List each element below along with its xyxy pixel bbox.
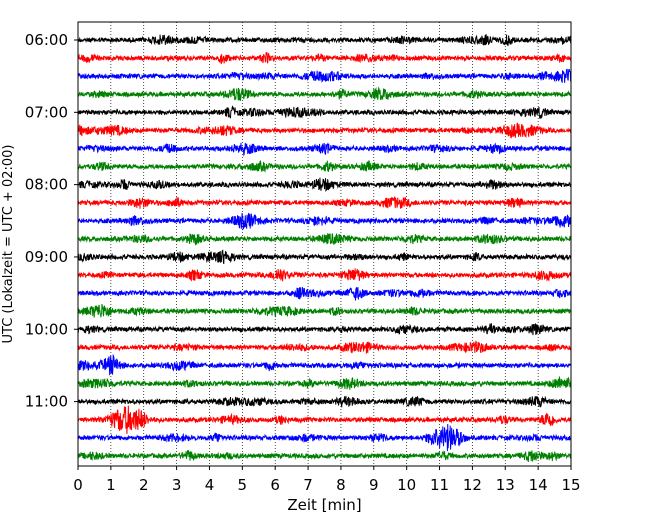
seismic-trace: [77, 287, 572, 301]
seismic-trace: [77, 52, 572, 65]
seismic-trace: [77, 34, 572, 47]
y-axis-label: UTC (Lokalzeit = UTC + 02:00): [1, 145, 16, 344]
seismic-trace: [77, 122, 572, 139]
y-tick-label: 10:00: [25, 320, 68, 338]
seismic-trace: [77, 340, 572, 355]
x-tick-label: 13: [496, 476, 515, 494]
x-tick-label: 14: [529, 476, 548, 494]
seismic-trace: [77, 395, 572, 409]
seismic-trace: [77, 249, 572, 264]
seismic-trace: [77, 105, 572, 120]
seismic-trace: [77, 212, 572, 231]
seismic-trace: [77, 323, 572, 336]
seismic-trace: [77, 268, 572, 282]
x-tick-label: 15: [561, 476, 580, 494]
x-tick-label: 2: [139, 476, 149, 494]
plot-frame: [77, 21, 572, 467]
seismic-trace: [77, 68, 572, 84]
x-tick-label: 1: [106, 476, 116, 494]
x-tick-label: 3: [172, 476, 182, 494]
x-axis: 0 1 2 3 4 5 6 7 8 9 10 11 12 13 14 15: [73, 466, 581, 494]
seismic-trace: [77, 303, 572, 318]
seismic-trace: [77, 405, 572, 435]
grid-lines: [110, 22, 539, 466]
x-tick-label: 8: [336, 476, 346, 494]
y-tick-label: 08:00: [25, 176, 68, 194]
x-tick-label: 9: [369, 476, 379, 494]
seismic-trace: [77, 353, 572, 376]
x-tick-label: 5: [238, 476, 248, 494]
x-tick-label: 6: [270, 476, 280, 494]
seismic-trace: [77, 233, 572, 246]
y-tick-label: 09:00: [25, 248, 68, 266]
seismic-trace: [77, 86, 572, 101]
seismic-trace: [77, 375, 572, 390]
y-tick-label: 11:00: [25, 393, 68, 411]
seismic-trace: [77, 450, 572, 463]
x-axis-label: Zeit [min]: [287, 496, 361, 514]
x-tick-label: 0: [73, 476, 83, 494]
y-tick-label: 06:00: [25, 31, 68, 49]
seismic-trace: [77, 196, 572, 209]
y-tick-label: 07:00: [25, 103, 68, 121]
seismic-trace: [77, 160, 572, 173]
x-tick-label: 11: [430, 476, 449, 494]
x-tick-label: 7: [303, 476, 313, 494]
seismic-trace: [77, 424, 572, 452]
trace-group: [77, 34, 572, 463]
x-tick-label: 4: [205, 476, 215, 494]
seismic-trace: [77, 142, 572, 157]
x-tick-label: 12: [463, 476, 482, 494]
y-axis: 06:00 07:00 08:00 09:00 10:00 11:00: [25, 31, 78, 411]
seismic-trace: [77, 177, 572, 192]
x-tick-label: 10: [397, 476, 416, 494]
